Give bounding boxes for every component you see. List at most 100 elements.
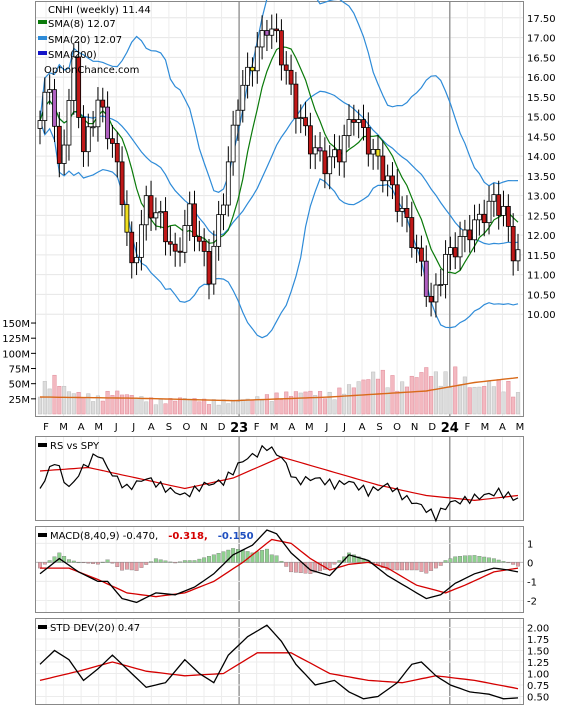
candle-body	[254, 46, 260, 72]
volume-bar	[404, 386, 409, 415]
candle-body	[283, 64, 289, 71]
candle-body	[336, 149, 342, 163]
macd-histogram-bar	[467, 555, 472, 563]
macd-histogram-bar	[337, 560, 342, 563]
volume-tick-label: 150M	[2, 319, 30, 330]
candle-body	[76, 56, 82, 118]
macd-histogram-bar	[81, 562, 86, 564]
price-tick-label: 16.50	[527, 53, 556, 64]
price-tick-label: 16.00	[527, 73, 556, 84]
volume-bar	[443, 371, 448, 415]
candle-body	[240, 84, 246, 111]
price-tick-label: 13.50	[527, 172, 556, 183]
x-tick-label: M	[59, 422, 68, 433]
volume-bar	[47, 388, 52, 415]
macd-legend-signal: -0.318,	[168, 531, 208, 542]
volume-bar	[337, 387, 342, 415]
volume-bar	[409, 375, 414, 415]
price-tick-label: 14.50	[527, 132, 556, 143]
candle-body	[322, 150, 328, 175]
macd-histogram-bar	[178, 561, 182, 563]
rs-line	[39, 444, 519, 523]
candle-body	[245, 66, 251, 86]
macd-histogram-bar	[139, 562, 144, 568]
volume-bar	[313, 395, 318, 415]
volume-bar	[375, 378, 381, 415]
macd-histogram-bar	[380, 562, 385, 568]
candle-body	[225, 161, 231, 206]
candle-body	[390, 175, 395, 186]
candle-body	[404, 208, 410, 218]
volume-bar	[76, 392, 81, 415]
candle-body	[385, 175, 391, 182]
price-tick-label: 12.50	[527, 211, 556, 222]
candle-body	[462, 229, 468, 237]
volume-bar	[163, 403, 168, 415]
volume-bar	[182, 398, 187, 415]
macd-histogram-bar	[298, 562, 303, 574]
volume-bar	[501, 391, 506, 415]
x-tick-label: M	[94, 422, 103, 433]
x-tick-label: 24	[441, 421, 459, 436]
macd-tick-label: -2	[527, 596, 537, 607]
macd-histogram-bar	[443, 560, 448, 563]
macd-histogram-bar	[487, 557, 491, 563]
macd-histogram-bar	[284, 562, 289, 567]
x-tick-label: J	[324, 422, 328, 433]
volume-bar	[158, 399, 163, 415]
volume-bar	[491, 386, 496, 415]
volume-bar	[482, 386, 487, 415]
macd-histogram-bar	[110, 562, 115, 564]
candle-body	[510, 226, 516, 262]
macd-histogram-bar	[293, 562, 298, 573]
candle-body	[221, 204, 226, 216]
macd-tick-label: -1	[527, 577, 537, 588]
candle-body	[235, 109, 241, 126]
macd-legend: MACD(8,40,9) -0.470, -0.318, -0.150	[50, 531, 254, 542]
volume-bar	[298, 392, 303, 415]
std-tick-label: 0.50	[527, 692, 549, 703]
candle-body	[216, 214, 222, 247]
price-tick-label: 15.00	[527, 113, 556, 124]
volume-bar	[66, 391, 72, 415]
price-tick-label: 11.50	[527, 251, 556, 262]
candle-body	[496, 194, 502, 216]
macd-histogram-bar	[318, 562, 322, 572]
macd-histogram-bar	[405, 562, 409, 571]
candle-body	[467, 229, 473, 241]
volume-bar	[211, 399, 216, 415]
volume-bar	[120, 394, 125, 415]
macd-histogram-bar	[42, 562, 47, 565]
candle-body	[196, 236, 202, 242]
volume-bar	[515, 392, 521, 415]
volume-bar	[322, 398, 327, 415]
candle-body	[288, 69, 294, 85]
price-panel	[35, 1, 524, 417]
macd-histogram-bar	[438, 562, 443, 566]
macd-histogram-bar	[124, 562, 129, 570]
volume-bar	[453, 366, 458, 415]
macd-histogram-bar	[207, 556, 211, 563]
volume-tick-label: 100M	[2, 349, 30, 360]
macd-histogram-bar	[453, 556, 458, 563]
x-tick-label: S	[376, 422, 382, 433]
legend-sma20: SMA(20) 12.07	[48, 35, 122, 46]
macd-histogram-bar	[71, 560, 76, 563]
volume-tick-label: 50M	[9, 380, 30, 391]
stddev-series	[39, 624, 519, 700]
macd-histogram-bar	[197, 558, 202, 563]
candle-body	[298, 117, 304, 120]
candle-body	[491, 194, 497, 202]
macd-histogram-bar	[458, 556, 463, 563]
legend-swatch-sma20	[38, 36, 47, 40]
macd-histogram-bar	[76, 562, 81, 564]
macd-histogram-bar	[260, 550, 265, 563]
macd-histogram-bar	[255, 551, 260, 563]
volume-bar	[380, 369, 385, 415]
volume-bar	[289, 396, 294, 415]
volume-bar	[95, 395, 100, 415]
candle-body	[250, 66, 255, 72]
candle-body	[399, 208, 405, 212]
macd-histogram-bar	[95, 562, 100, 565]
candle-body	[187, 203, 193, 226]
